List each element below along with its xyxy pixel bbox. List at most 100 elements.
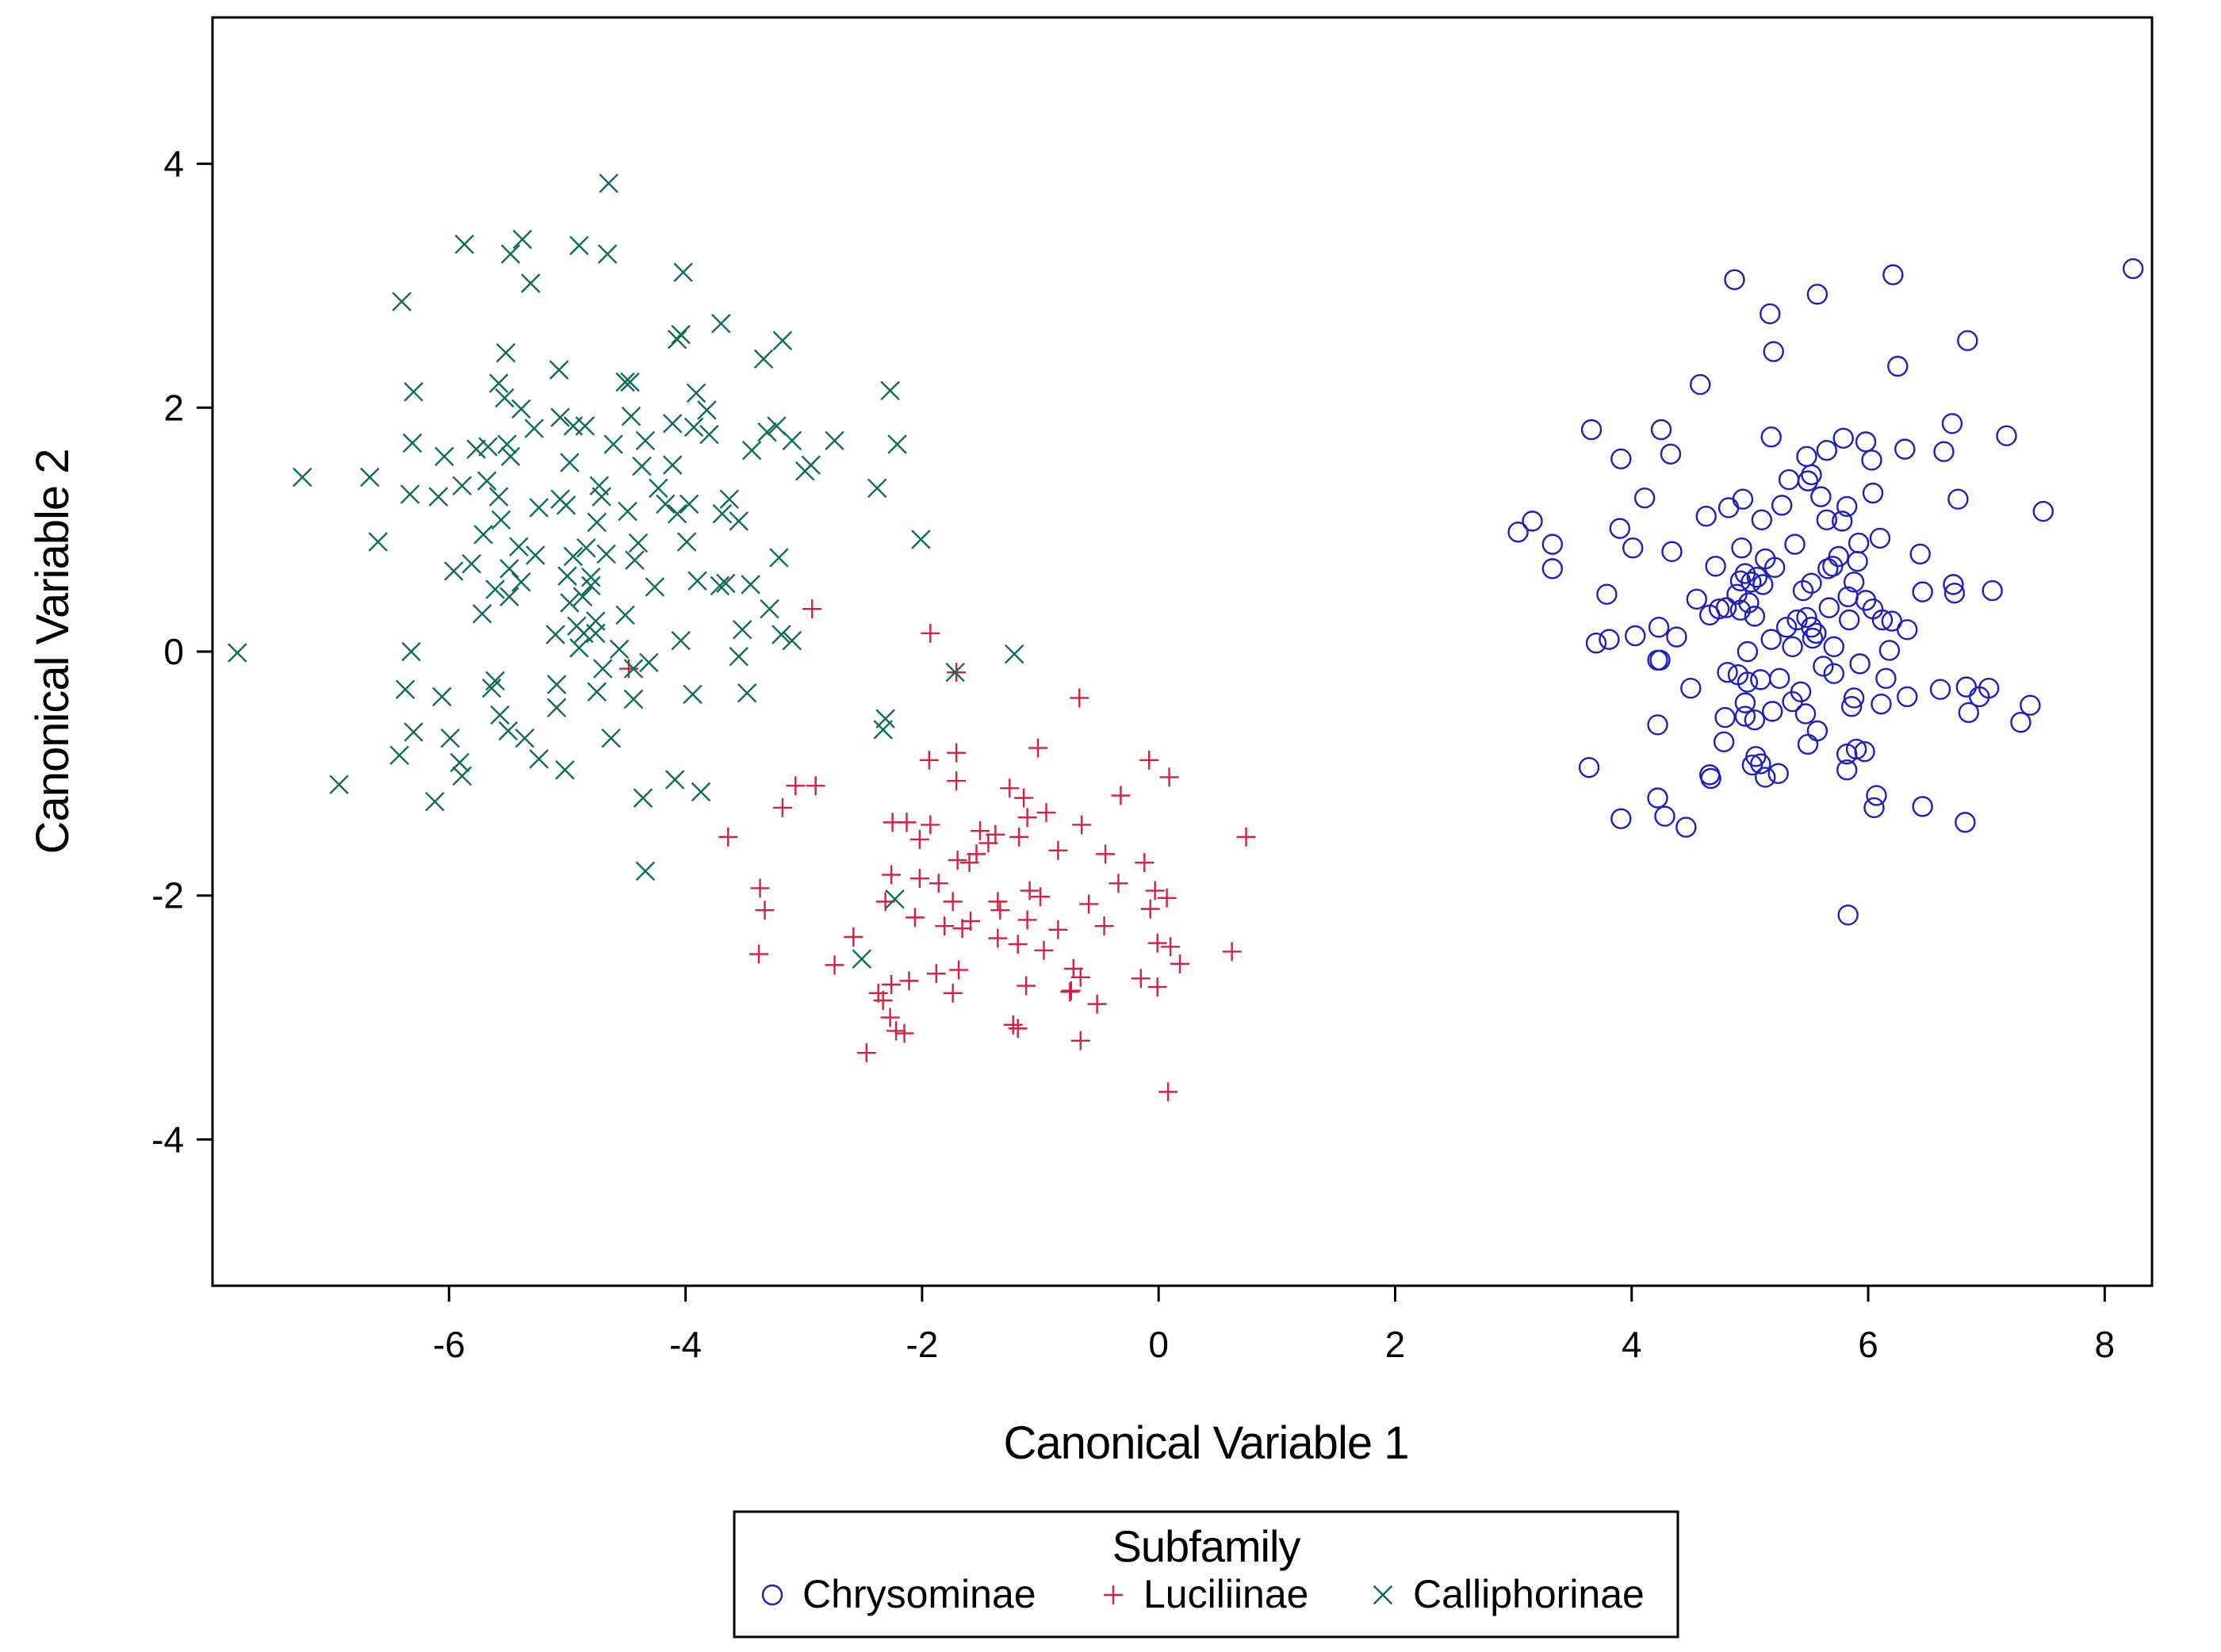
- data-point: [1848, 532, 1870, 554]
- data-point: [947, 771, 967, 791]
- data-point: [1661, 541, 1683, 563]
- data-point: [1912, 796, 1933, 817]
- data-point: [1843, 687, 1865, 709]
- data-point: [444, 561, 464, 581]
- data-point: [546, 675, 567, 694]
- data-point: [1933, 441, 1955, 462]
- data-point: [1609, 518, 1631, 539]
- data-point: [485, 579, 505, 599]
- data-point: [488, 487, 509, 507]
- data-point: [1541, 558, 1564, 579]
- data-point: [1752, 574, 1774, 595]
- data-point: [679, 494, 699, 514]
- data-point: [529, 498, 549, 518]
- data-point: [729, 511, 749, 531]
- data-point: [760, 598, 779, 619]
- data-point: [1797, 470, 1819, 491]
- data-point: [569, 638, 589, 658]
- data-point: [1801, 572, 1822, 595]
- data-point: [435, 446, 454, 467]
- data-point: [1159, 767, 1179, 787]
- data-point: [1157, 888, 1177, 908]
- y-axis: -4 -2 0 2 4: [151, 143, 213, 1160]
- data-point: [601, 728, 621, 748]
- data-point: [867, 478, 887, 499]
- data-point: [943, 983, 963, 1003]
- data-point: [1871, 693, 1892, 715]
- data-point: [1806, 622, 1827, 644]
- data-point: [683, 684, 703, 705]
- data-point: [1740, 572, 1762, 593]
- data-point: [1755, 767, 1776, 788]
- data-point: [491, 510, 511, 530]
- data-point: [1796, 446, 1817, 468]
- data-point: [1714, 706, 1736, 728]
- data-point: [1048, 840, 1068, 860]
- data-point: [228, 643, 247, 663]
- data-point: [1158, 1082, 1178, 1102]
- data-point: [909, 869, 929, 889]
- data-point: [293, 467, 312, 488]
- data-point: [515, 728, 534, 748]
- data-point: [1700, 767, 1721, 790]
- x-tick-label: 4: [1622, 1324, 1642, 1365]
- data-point: [1767, 763, 1789, 785]
- data-point: [1744, 606, 1766, 627]
- data-point: [425, 791, 445, 812]
- data-point: [926, 964, 946, 984]
- data-point: [525, 545, 546, 565]
- x-axis-title: Canonical Variable 1: [1004, 1417, 1409, 1469]
- data-point: [360, 467, 380, 488]
- data-point: [603, 434, 623, 454]
- data-point: [852, 949, 872, 969]
- data-point: [882, 975, 902, 994]
- data-point: [749, 944, 769, 964]
- data-point: [1147, 933, 1167, 953]
- data-point: [753, 349, 774, 369]
- data-point: [1792, 579, 1814, 602]
- data-point: [886, 1021, 906, 1041]
- data-point: [949, 960, 969, 980]
- data-point: [1947, 488, 1969, 510]
- data-point: [1647, 714, 1668, 736]
- data-point: [549, 360, 569, 380]
- data-points: [228, 173, 2144, 1102]
- data-point: [1849, 653, 1871, 675]
- data-point: [625, 550, 645, 570]
- data-point: [1875, 667, 1897, 690]
- data-point: [400, 484, 420, 504]
- data-point: [500, 587, 519, 607]
- data-point: [1236, 827, 1256, 847]
- data-point: [1009, 827, 1029, 847]
- data-point: [529, 749, 549, 769]
- data-point: [1732, 488, 1754, 510]
- data-point: [1897, 619, 1918, 641]
- data-point: [1507, 522, 1529, 543]
- data-point: [667, 503, 687, 524]
- data-point: [402, 433, 423, 453]
- data-point: [1760, 426, 1782, 448]
- data-point: [1955, 676, 1978, 698]
- series-luciliinae: [618, 599, 1256, 1102]
- data-point: [1647, 787, 1668, 809]
- legend-box: [733, 1510, 1679, 1639]
- data-point: [496, 342, 516, 363]
- data-point: [628, 533, 649, 553]
- data-point: [546, 625, 565, 644]
- data-point: [1145, 881, 1165, 901]
- series-calliphorinae: [228, 173, 1024, 969]
- data-point: [911, 530, 931, 549]
- data-point: [557, 566, 577, 586]
- data-point: [1751, 509, 1773, 531]
- data-point: [1941, 413, 1963, 434]
- data-point: [576, 537, 596, 558]
- data-point: [1028, 738, 1048, 758]
- data-point: [1649, 649, 1671, 671]
- data-point: [1843, 572, 1865, 593]
- data-point: [1760, 629, 1782, 650]
- data-point: [1070, 688, 1089, 708]
- data-point: [1845, 738, 1867, 760]
- data-point: [1596, 583, 1618, 605]
- data-point: [633, 788, 653, 808]
- data-point: [686, 383, 707, 403]
